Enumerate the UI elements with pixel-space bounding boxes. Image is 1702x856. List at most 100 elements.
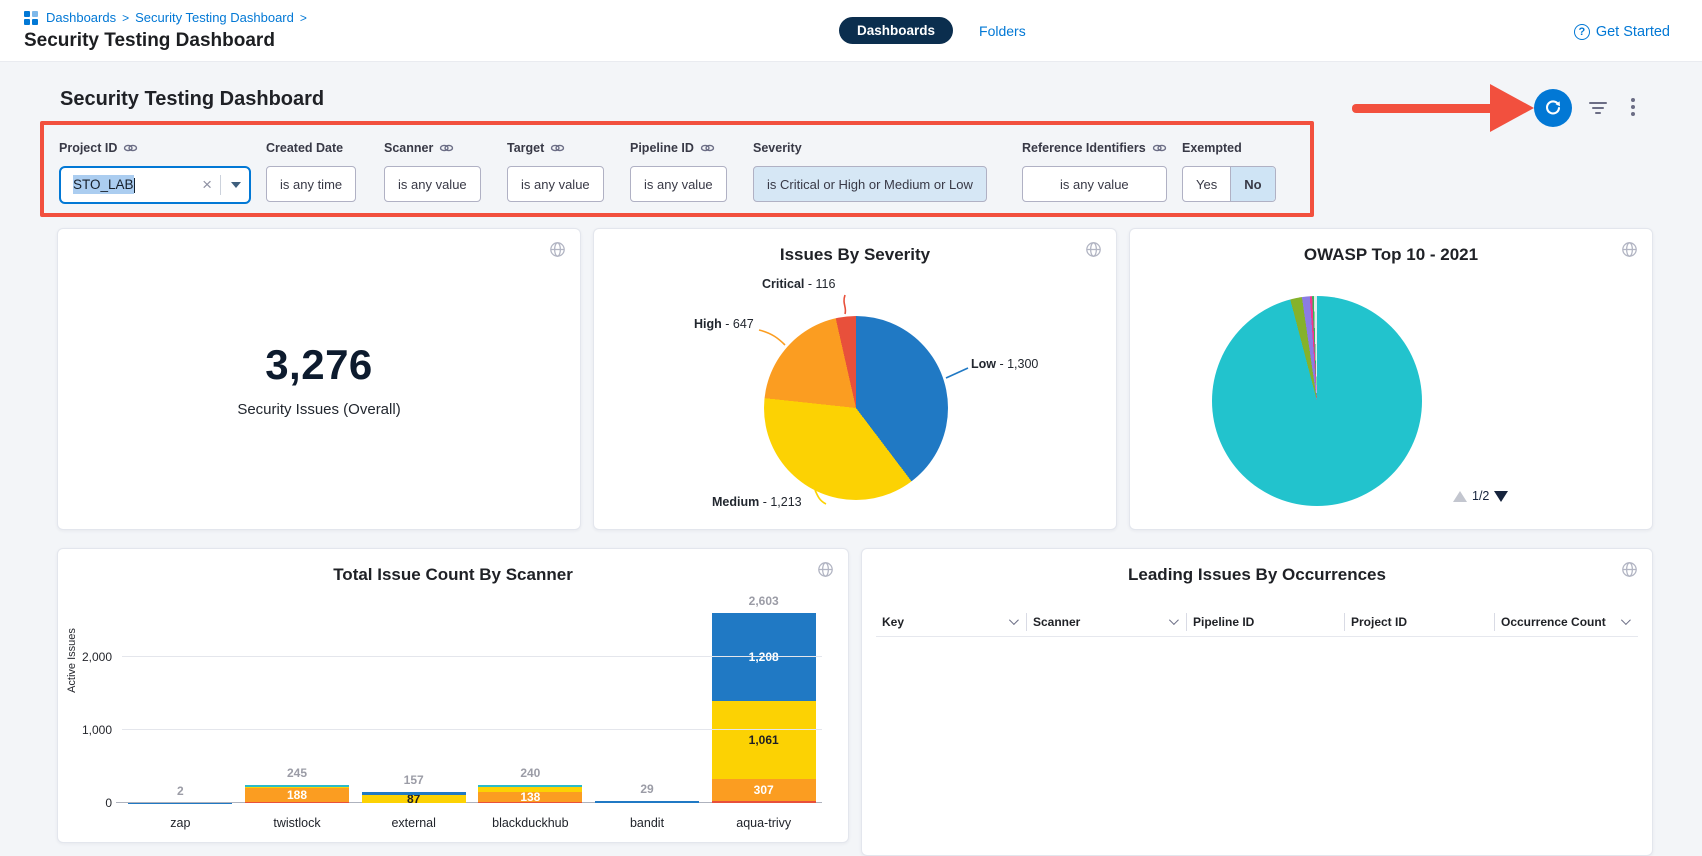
filter-scanner-label: Scanner xyxy=(384,141,434,155)
bar-segment-label: 87 xyxy=(406,791,421,806)
created-date-value-button[interactable]: is any time xyxy=(266,166,357,202)
bar-total-label: 29 xyxy=(640,781,654,796)
breadcrumb-dashboards-link[interactable]: Dashboards xyxy=(46,10,117,25)
bar-plot-area: 2 zap 245 188 twistlock 157 87 external 240 138 bl… xyxy=(82,593,822,830)
bar-column-external: 157 87 external xyxy=(355,597,472,830)
pipeline-id-value-button[interactable]: is any value xyxy=(630,166,727,202)
column-header-pipeline-id[interactable]: Pipeline ID xyxy=(1186,612,1344,631)
page-title: Security Testing Dashboard xyxy=(24,30,275,51)
severity-pie-chart xyxy=(764,316,948,500)
bar-total-label: 2,603 xyxy=(748,593,779,608)
filter-created-date-label: Created Date xyxy=(266,141,344,155)
reference-identifiers-value-button[interactable]: is any value xyxy=(1022,166,1167,202)
bar-segment xyxy=(245,785,349,787)
bar-column-bandit: 29 bandit xyxy=(589,597,706,830)
bar-row: 2 zap 245 188 twistlock 157 87 external 240 138 bl… xyxy=(122,593,822,830)
tab-folders[interactable]: Folders xyxy=(979,22,1026,39)
filter-reference-identifiers-label: Reference Identifiers xyxy=(1022,141,1146,155)
filter-project-id: Project ID STO_LAB × xyxy=(59,140,251,204)
link-icon[interactable] xyxy=(123,142,138,154)
scanner-value-button[interactable]: is any value xyxy=(384,166,481,202)
app-header: Dashboards > Security Testing Dashboard … xyxy=(0,0,1702,62)
owasp-pie-chart xyxy=(1212,296,1422,506)
chevron-down-icon[interactable] xyxy=(1620,615,1631,626)
bar-category-label: zap xyxy=(170,816,191,830)
severity-value-button[interactable]: is Critical or High or Medium or Low xyxy=(753,166,987,202)
link-icon[interactable] xyxy=(700,142,715,154)
bar-segment: 307 xyxy=(711,778,816,801)
x-axis-line xyxy=(116,802,822,803)
refresh-icon xyxy=(1545,100,1561,115)
pie-label-critical: Critical - 116 xyxy=(762,277,836,291)
column-header-project-id[interactable]: Project ID xyxy=(1344,612,1494,631)
y-tick-label: 2,000 xyxy=(81,650,112,664)
filter-target-label: Target xyxy=(507,141,545,155)
bar-stack: 87 xyxy=(361,791,466,806)
dashboard-title: Security Testing Dashboard xyxy=(60,88,325,110)
globe-icon[interactable] xyxy=(1085,241,1102,263)
column-header-scanner[interactable]: Scanner xyxy=(1026,612,1186,631)
globe-icon[interactable] xyxy=(1621,241,1638,263)
bar-category-label: aqua-trivy xyxy=(736,816,792,830)
bar-segment: 1,208 xyxy=(711,612,816,702)
breadcrumb: Dashboards > Security Testing Dashboard … xyxy=(24,10,307,25)
target-value-button[interactable]: is any value xyxy=(507,166,604,202)
bar-total-label: 240 xyxy=(520,766,541,781)
bar-total-label: 245 xyxy=(286,766,308,781)
bar-segment xyxy=(245,802,349,803)
link-icon[interactable] xyxy=(1152,142,1167,154)
globe-icon[interactable] xyxy=(1621,561,1638,583)
link-icon[interactable] xyxy=(550,142,565,154)
filter-target: Target is any value xyxy=(507,140,604,202)
column-header-occurrence-count[interactable]: Occurrence Count xyxy=(1494,612,1638,631)
filter-project-id-label: Project ID xyxy=(59,141,118,155)
globe-icon[interactable] xyxy=(817,561,834,583)
filter-pipeline-id: Pipeline ID is any value xyxy=(630,140,727,202)
refresh-button[interactable] xyxy=(1534,89,1572,127)
bar-segment-label: 1,061 xyxy=(748,732,779,747)
chevron-down-icon[interactable] xyxy=(1008,615,1019,626)
bar-segment-label: 307 xyxy=(753,782,774,797)
bar-stack xyxy=(595,800,700,803)
filter-pipeline-id-label: Pipeline ID xyxy=(630,141,694,155)
page-up-icon[interactable] xyxy=(1453,490,1467,502)
column-header-key[interactable]: Key xyxy=(876,613,1026,631)
chevron-down-icon[interactable] xyxy=(1168,615,1179,626)
bar-category-label: bandit xyxy=(629,816,665,830)
tab-dashboards[interactable]: Dashboards xyxy=(839,17,954,44)
chart-title-owasp: OWASP Top 10 - 2021 xyxy=(1303,245,1479,264)
bar-category-label: twistlock xyxy=(273,816,321,830)
bar-total-label: 157 xyxy=(403,772,424,787)
gridline xyxy=(122,729,822,730)
table-title: Leading Issues By Occurrences xyxy=(1128,565,1386,584)
pie-pagination: 1/2 xyxy=(1453,489,1509,503)
globe-icon[interactable] xyxy=(549,241,566,263)
pie-label-low: Low - 1,300 xyxy=(971,357,1039,371)
bar-segment xyxy=(478,787,583,792)
get-started-link[interactable]: ? Get Started xyxy=(1573,24,1670,40)
project-id-input[interactable]: STO_LAB × xyxy=(59,166,251,204)
dashboard-filter-icon[interactable] xyxy=(1588,102,1608,116)
bar-column-twistlock: 245 188 twistlock xyxy=(239,597,356,830)
exempted-yes-option[interactable]: Yes xyxy=(1196,176,1218,192)
bar-column-aqua-trivy: 2,603 307 1,061 1,208 aqua-trivy xyxy=(705,593,822,830)
breadcrumb-current-link[interactable]: Security Testing Dashboard xyxy=(135,10,294,25)
page-down-icon[interactable] xyxy=(1494,490,1509,502)
dashboards-grid-icon[interactable] xyxy=(24,10,38,25)
bar-segment xyxy=(478,801,583,803)
project-id-value: STO_LAB xyxy=(73,175,134,195)
exempted-no-option[interactable]: No xyxy=(1230,167,1275,201)
bar-segment: 138 xyxy=(478,791,583,803)
chevron-down-icon[interactable] xyxy=(231,182,241,188)
clear-x-icon[interactable]: × xyxy=(202,175,212,194)
bar-segment-label: 1,208 xyxy=(748,650,779,665)
overall-issues-count: 3,276 xyxy=(265,341,373,388)
tile-leading-issues-by-occurrences: Leading Issues By Occurrences Key Scanne… xyxy=(861,548,1653,856)
bar-segment: 1,061 xyxy=(711,701,816,779)
link-icon[interactable] xyxy=(439,142,454,154)
gridline xyxy=(122,656,822,657)
kebab-menu-icon[interactable] xyxy=(1631,98,1635,119)
annotation-arrow-head xyxy=(1490,84,1534,132)
bar-total-label: 2 xyxy=(176,783,184,798)
